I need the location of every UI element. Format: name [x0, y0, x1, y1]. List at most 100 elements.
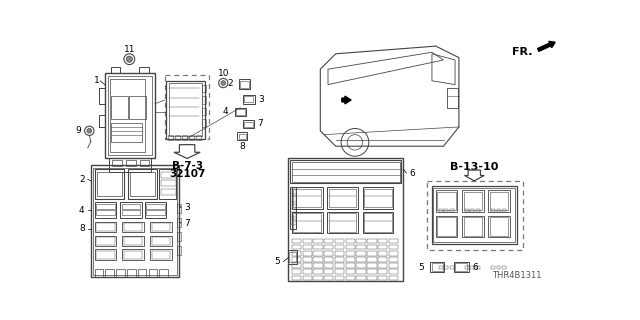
Bar [356, 251, 365, 256]
Bar [152, 251, 170, 259]
Bar [161, 172, 175, 178]
Text: 8: 8 [79, 224, 84, 233]
Bar [96, 210, 115, 215]
Bar [492, 209, 495, 212]
Bar [335, 263, 344, 268]
Bar [289, 252, 296, 262]
Bar [168, 135, 173, 140]
Bar [126, 160, 136, 166]
Bar [346, 239, 355, 243]
Bar [356, 269, 365, 274]
Bar [378, 245, 387, 249]
Bar [465, 266, 469, 269]
Bar [237, 132, 247, 140]
Bar [239, 134, 246, 139]
Bar [164, 75, 209, 139]
Bar [161, 180, 175, 186]
Bar [288, 250, 297, 264]
Bar [327, 212, 358, 233]
Bar [177, 232, 181, 241]
Bar [488, 215, 509, 237]
Bar [96, 251, 115, 259]
Bar [450, 266, 454, 269]
Bar [389, 251, 398, 256]
Bar [99, 116, 105, 127]
Bar [292, 245, 301, 249]
Bar [291, 196, 296, 202]
Bar [177, 245, 181, 255]
Bar [502, 266, 506, 269]
Bar [327, 187, 358, 209]
Bar [182, 135, 187, 140]
FancyArrow shape [538, 41, 555, 51]
Bar [454, 262, 469, 273]
Bar [110, 79, 145, 152]
Circle shape [126, 56, 132, 62]
Bar [356, 257, 365, 262]
Bar [95, 269, 103, 277]
Bar [431, 262, 444, 273]
Bar [389, 257, 398, 262]
Bar [378, 263, 387, 268]
Bar [389, 239, 398, 243]
Bar [96, 237, 115, 245]
Bar [378, 269, 387, 274]
Bar [314, 251, 323, 256]
Bar [314, 263, 323, 268]
Text: 3: 3 [184, 203, 189, 212]
Bar [127, 269, 136, 277]
Bar [447, 88, 458, 108]
Bar [324, 276, 333, 280]
Bar [159, 169, 176, 198]
Bar [324, 263, 333, 268]
Bar [292, 239, 301, 243]
Bar [111, 96, 128, 119]
Bar [109, 158, 151, 172]
Bar [335, 245, 344, 249]
Bar [470, 209, 474, 212]
Bar [122, 222, 144, 232]
Bar [335, 239, 344, 243]
Bar [303, 257, 312, 262]
Polygon shape [174, 145, 200, 158]
Bar [111, 123, 141, 142]
Bar [367, 276, 376, 280]
Bar [389, 245, 398, 249]
Bar [346, 257, 355, 262]
Bar [490, 192, 508, 210]
Bar [105, 73, 155, 158]
Bar [335, 269, 344, 274]
Bar [363, 187, 394, 209]
Bar [292, 263, 301, 268]
Bar [324, 251, 333, 256]
Bar [202, 96, 206, 104]
Bar [463, 217, 482, 236]
Bar [122, 236, 144, 246]
Bar [314, 239, 323, 243]
Bar [432, 186, 516, 244]
Bar [122, 249, 144, 260]
Bar [124, 251, 143, 259]
Bar [314, 245, 323, 249]
Bar [240, 81, 249, 88]
Bar [122, 204, 140, 209]
Bar [99, 88, 105, 104]
Bar [140, 160, 149, 166]
Bar [502, 209, 506, 212]
Bar [437, 192, 456, 210]
Bar [152, 237, 170, 245]
Bar [462, 190, 484, 212]
Bar [292, 251, 301, 256]
Bar [367, 251, 376, 256]
Bar [356, 245, 365, 249]
Bar [314, 276, 323, 280]
Circle shape [87, 129, 92, 133]
Bar [436, 215, 458, 237]
Bar [444, 209, 448, 212]
Bar [378, 276, 387, 280]
Polygon shape [465, 170, 484, 181]
Text: FR.: FR. [513, 47, 533, 57]
Bar [95, 203, 116, 218]
Bar [497, 209, 500, 212]
Bar [462, 215, 484, 237]
